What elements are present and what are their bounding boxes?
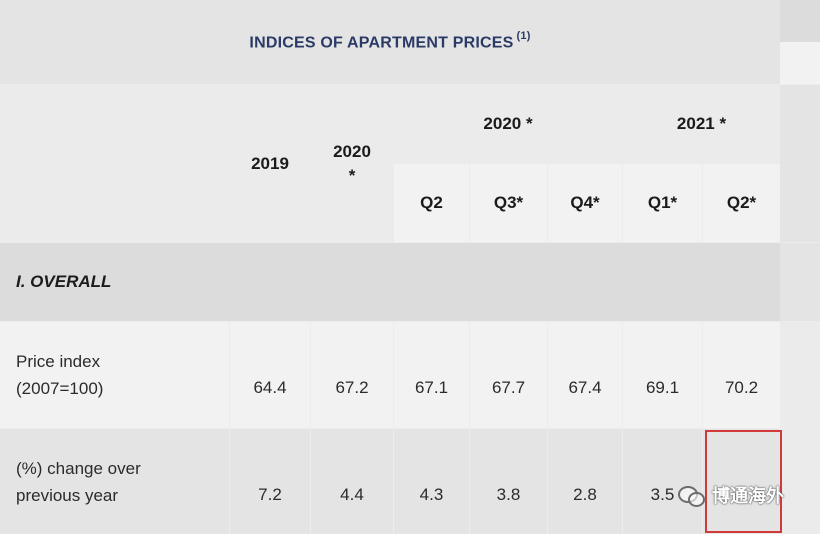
right-edge-top <box>780 0 820 42</box>
row-label-change: (%) change over previous year <box>0 429 229 534</box>
table-title: INDICES OF APARTMENT PRICES (1) <box>249 29 531 52</box>
header-q2-2021: Q2* <box>703 164 780 242</box>
header-2020-star: * <box>348 165 356 185</box>
change-2021-q1: 3.5 <box>623 429 702 534</box>
change-2020-q2: 4.3 <box>394 429 469 534</box>
right-edge-row1 <box>780 322 820 428</box>
header-2020-year: 2020 <box>333 141 371 161</box>
change-2021-q2 <box>703 429 780 534</box>
price-index-2020-q2: 67.1 <box>394 322 469 428</box>
right-edge-top-2 <box>780 42 820 84</box>
change-label-line2: previous year <box>16 485 119 505</box>
header-group-2020: 2020 * <box>394 85 622 163</box>
price-index-2020-q3: 67.7 <box>470 322 547 428</box>
watermark: 博通海外 <box>678 480 784 510</box>
price-index-2020: 67.2 <box>311 322 393 428</box>
watermark-text: 博通海外 <box>712 486 784 507</box>
price-index-2019: 64.4 <box>230 322 310 428</box>
highlight-box <box>705 430 782 533</box>
header-q3-2020: Q3* <box>470 164 547 242</box>
right-edge-row2 <box>780 429 820 534</box>
header-2020: 2020 * <box>311 85 393 242</box>
price-index-label-line2: (2007=100) <box>16 379 104 398</box>
price-index-2020-q4: 67.4 <box>548 322 622 428</box>
change-2020-q3: 3.8 <box>470 429 547 534</box>
table-title-cell: INDICES OF APARTMENT PRICES (1) <box>0 0 780 84</box>
price-index-2021-q1: 69.1 <box>623 322 702 428</box>
header-q2-2020: Q2 <box>394 164 469 242</box>
change-2020-q4: 2.8 <box>548 429 622 534</box>
change-label-line1: (%) change over <box>16 458 141 478</box>
price-index-label-line1: Price index <box>16 352 101 371</box>
title-footnote: (1) <box>516 29 531 42</box>
header-group-2021: 2021 * <box>623 85 780 163</box>
section-overall: I. OVERALL <box>0 243 780 321</box>
right-edge-section <box>780 243 820 321</box>
change-2019: 7.2 <box>230 429 310 534</box>
header-2019: 2019 <box>230 85 310 242</box>
change-2020: 4.4 <box>311 429 393 534</box>
wechat-icon <box>678 484 705 507</box>
row-label-price-index: Price index (2007=100) <box>0 322 229 428</box>
header-q4-2020: Q4* <box>548 164 622 242</box>
header-q1-2021: Q1* <box>623 164 702 242</box>
price-index-2021-q2: 70.2 <box>703 322 780 428</box>
right-edge-header <box>780 85 820 242</box>
header-label-cell <box>0 85 229 242</box>
